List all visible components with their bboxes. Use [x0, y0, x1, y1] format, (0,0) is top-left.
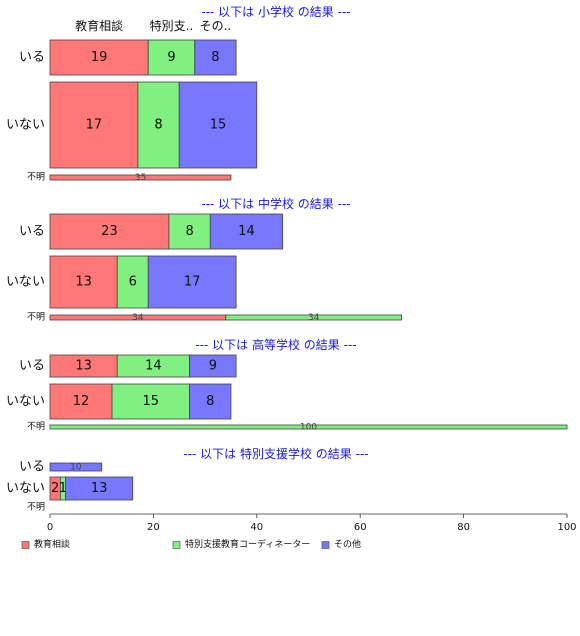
column-header-other: その..	[200, 19, 232, 33]
row-label-3-1: いない	[6, 481, 45, 496]
x-tick-label-0: 0	[47, 522, 53, 533]
bar-other-0-1	[178, 81, 258, 169]
bar-coordinator-0-0	[147, 39, 196, 76]
panel-title-2: --- 以下は 高等学校 の結果 ---	[195, 337, 356, 352]
legend-swatch-soudan	[21, 541, 30, 549]
x-tick-label-2: 40	[250, 522, 263, 533]
legend-swatch-other	[321, 541, 330, 549]
panel-title-0: --- 以下は 小学校 の結果 ---	[201, 4, 350, 19]
x-tick-label-3: 60	[354, 522, 367, 533]
data-label-coordinator-2-1: 15	[143, 394, 160, 409]
legend-swatch-coordinator	[172, 541, 181, 549]
row-label-1-0: いる	[19, 224, 45, 239]
data-label-soudan-1-2: 34	[132, 313, 144, 323]
row-label-3-0: いる	[19, 460, 45, 475]
data-label-coordinator-1-0: 8	[185, 224, 193, 239]
data-label-coordinator-3-1: 1	[59, 481, 67, 496]
data-label-other-2-1: 8	[206, 394, 214, 409]
column-header-soudan: 教育相談	[75, 18, 123, 33]
panel-title-1: --- 以下は 中学校 の結果 ---	[201, 196, 350, 211]
panel-title-3: --- 以下は 特別支援学校 の結果 ---	[183, 446, 368, 461]
bar-other-1-1	[147, 255, 237, 309]
bar-coordinator-1-0	[168, 213, 211, 250]
legend-label-soudan: 教育相談	[34, 538, 70, 550]
data-label-soudan-1-1: 13	[75, 275, 92, 290]
data-label-other-3-1: 13	[91, 481, 108, 496]
x-tick-label-5: 100	[557, 522, 576, 533]
data-label-soudan-0-1: 17	[86, 118, 103, 133]
bar-other-2-0	[189, 354, 237, 378]
data-label-coordinator-2-0: 14	[145, 359, 162, 374]
data-label-soudan-0-2: 35	[135, 173, 146, 183]
row-label-0-2: 不明	[27, 172, 45, 183]
bar-soudan-0-0	[49, 39, 149, 76]
row-label-1-2: 不明	[27, 312, 45, 323]
column-header-coordinator: 特別支..	[150, 18, 194, 33]
data-label-soudan-1-0: 23	[101, 224, 118, 239]
bar-coordinator-1-1	[116, 255, 149, 309]
row-label-0-0: いる	[19, 50, 45, 65]
bar-soudan-1-0	[49, 213, 170, 250]
data-label-soudan-3-1: 2	[51, 481, 59, 496]
bar-soudan-0-2	[49, 174, 232, 181]
row-label-3-2: 不明	[27, 502, 45, 513]
bar-other-2-1	[189, 383, 232, 420]
data-label-coordinator-0-0: 9	[167, 50, 175, 65]
row-label-2-0: いる	[19, 359, 45, 374]
data-label-coordinator-2-2: 100	[300, 423, 317, 433]
bar-soudan-0-1	[49, 81, 139, 169]
row-label-1-1: いない	[6, 275, 45, 290]
bar-other-3-1	[65, 476, 134, 501]
data-label-other-2-0: 9	[209, 359, 217, 374]
data-label-soudan-2-1: 12	[73, 394, 90, 409]
data-label-coordinator-1-2: 34	[308, 313, 320, 323]
data-label-coordinator-1-1: 6	[129, 275, 137, 290]
row-label-2-2: 不明	[27, 421, 45, 432]
bar-coordinator-0-1	[137, 81, 180, 169]
x-tick-label-1: 20	[147, 522, 160, 533]
legend-label-other: その他	[334, 538, 361, 550]
data-label-soudan-0-0: 19	[91, 50, 108, 65]
legend-label-coordinator: 特別支援教育コーディネーター	[185, 538, 310, 550]
data-label-coordinator-0-1: 8	[154, 118, 162, 133]
x-tick-label-4: 80	[457, 522, 470, 533]
data-label-other-0-0: 8	[211, 50, 219, 65]
bar-soudan-2-1	[49, 383, 113, 420]
data-label-soudan-2-0: 13	[75, 359, 92, 374]
bar-coordinator-1-2	[225, 314, 402, 321]
bar-other-1-0	[209, 213, 284, 250]
data-label-other-1-1: 17	[184, 275, 201, 290]
data-label-other-1-0: 14	[238, 224, 255, 239]
bar-other-3-0	[49, 462, 103, 472]
data-label-other-3-0: 10	[70, 463, 82, 473]
row-label-0-1: いない	[6, 118, 45, 133]
bar-other-0-0	[194, 39, 237, 76]
bar-coordinator-2-1	[111, 383, 190, 420]
bar-coordinator-2-2	[49, 424, 568, 430]
data-label-other-0-1: 15	[210, 118, 227, 133]
bar-soudan-1-1	[49, 255, 118, 309]
row-label-2-1: いない	[6, 394, 45, 409]
